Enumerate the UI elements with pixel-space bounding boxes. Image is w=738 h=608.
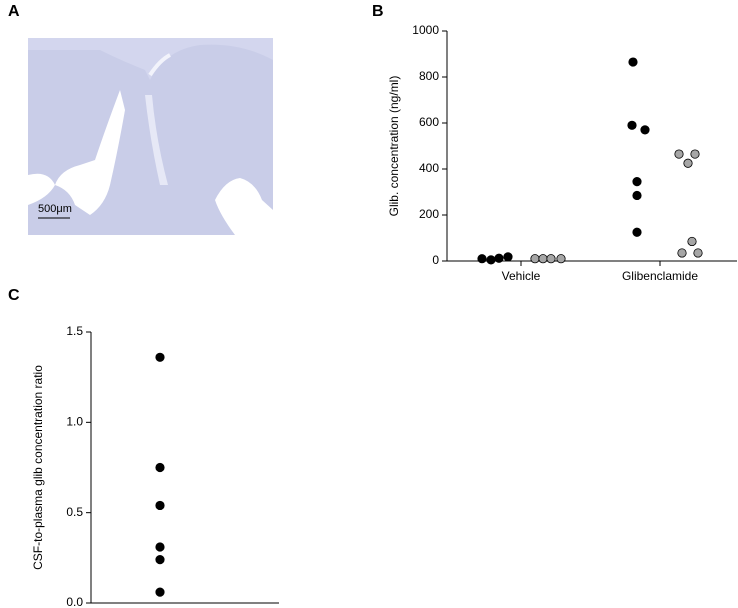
- y-tick-label: 800: [419, 69, 439, 83]
- data-point: [693, 248, 703, 258]
- data-point: [503, 252, 513, 262]
- data-point: [687, 236, 697, 247]
- data-point: [155, 555, 165, 565]
- data-point: [477, 254, 487, 264]
- data-point: [677, 248, 687, 258]
- data-point: [640, 125, 650, 135]
- data-point: [486, 255, 496, 265]
- histology-image: 500μm: [28, 38, 273, 235]
- data-point: [632, 190, 642, 201]
- data-point: [627, 120, 637, 130]
- data-point: [155, 500, 165, 511]
- data-point: [632, 227, 642, 237]
- y-tick-label: 1.5: [66, 324, 83, 338]
- y-tick-label: 0: [432, 253, 439, 267]
- data-point: [530, 254, 540, 264]
- data-point: [683, 158, 693, 168]
- x-tick-label: Glibenclamide: [622, 269, 698, 283]
- data-point: [155, 462, 165, 473]
- panel-label: B: [372, 3, 384, 20]
- y-axis-label: CSF-to-plasma glib concentration ratio: [31, 365, 45, 570]
- y-tick-label: 1000: [412, 23, 439, 37]
- data-point: [674, 149, 684, 159]
- data-point: [690, 149, 700, 159]
- data-point: [155, 587, 165, 597]
- y-tick-label: 400: [419, 161, 439, 175]
- data-point: [556, 254, 566, 264]
- data-point: [155, 352, 165, 362]
- x-tick-label: Vehicle: [502, 269, 541, 283]
- y-axis-label: Glib. concentration (ng/ml): [387, 76, 401, 217]
- y-tick-label: 0.0: [66, 595, 83, 608]
- data-point: [494, 253, 504, 263]
- y-tick-label: 200: [419, 207, 439, 221]
- y-tick-label: 1.0: [66, 415, 83, 429]
- scale-bar-label: 500μm: [38, 203, 72, 215]
- y-tick-label: 0.5: [66, 505, 83, 519]
- data-point: [628, 57, 638, 67]
- data-point: [546, 254, 556, 264]
- panel-label: A: [8, 3, 20, 20]
- data-point: [538, 254, 548, 264]
- panel-label: C: [8, 287, 20, 304]
- y-tick-label: 600: [419, 115, 439, 129]
- data-point: [155, 542, 165, 552]
- data-point: [632, 177, 642, 187]
